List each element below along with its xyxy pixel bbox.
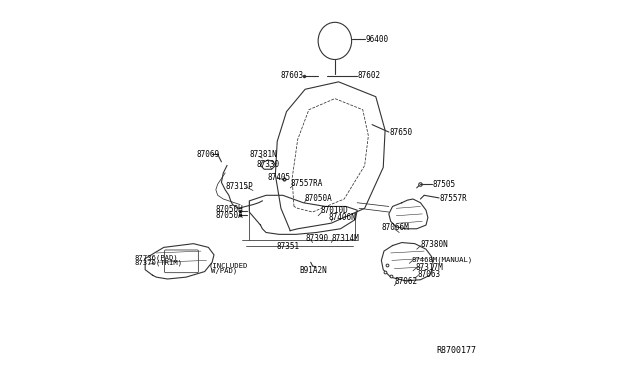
Text: 87603: 87603 (281, 71, 304, 80)
Text: 87406N: 87406N (329, 213, 356, 222)
Text: (INCLUDED: (INCLUDED (209, 263, 248, 269)
Text: 87062: 87062 (394, 278, 417, 286)
Text: 87050A: 87050A (215, 211, 243, 220)
Text: 96400: 96400 (365, 35, 388, 44)
Text: 87370(TRIM): 87370(TRIM) (134, 260, 182, 266)
Text: 87602: 87602 (358, 71, 381, 80)
Text: 87066M: 87066M (381, 223, 409, 232)
Text: B91A2N: B91A2N (300, 266, 327, 275)
Text: 87390: 87390 (305, 234, 328, 243)
Text: 87505: 87505 (433, 180, 456, 189)
Text: 87650: 87650 (390, 128, 413, 137)
Text: 87063: 87063 (417, 270, 440, 279)
Text: 87010D: 87010D (321, 206, 349, 215)
Text: 87050A: 87050A (305, 194, 332, 203)
Text: 87315P: 87315P (225, 182, 253, 191)
Text: 87317M: 87317M (415, 263, 443, 272)
Text: 87050H: 87050H (215, 205, 243, 214)
Text: 87557R: 87557R (440, 194, 468, 203)
Text: 87314M: 87314M (331, 234, 359, 243)
Text: 87351: 87351 (276, 242, 300, 251)
Text: 87069: 87069 (196, 150, 220, 159)
Text: 87381N: 87381N (250, 150, 277, 158)
Text: 87380N: 87380N (420, 240, 448, 249)
Text: 87736(PAD): 87736(PAD) (134, 254, 178, 261)
Text: 87405: 87405 (268, 173, 291, 182)
Text: 87557RA: 87557RA (291, 179, 323, 188)
Text: R8700177: R8700177 (436, 346, 476, 355)
Text: W/PAD): W/PAD) (211, 267, 237, 274)
Text: 87330: 87330 (256, 160, 279, 169)
Text: 87468M(MANUAL): 87468M(MANUAL) (411, 256, 472, 263)
